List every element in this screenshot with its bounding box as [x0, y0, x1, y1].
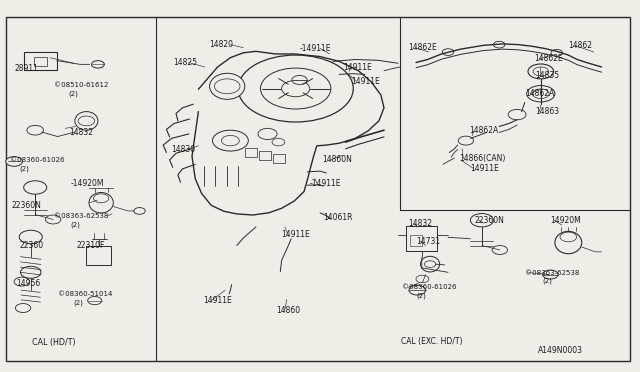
Text: 22360N: 22360N [12, 201, 42, 210]
Ellipse shape [420, 256, 440, 272]
Text: 14832: 14832 [69, 128, 93, 137]
Text: (2): (2) [417, 292, 426, 299]
Text: ©08363-62538: ©08363-62538 [525, 270, 579, 276]
Text: 14825: 14825 [173, 58, 197, 67]
Text: 14860: 14860 [276, 306, 301, 315]
Circle shape [442, 49, 454, 55]
Circle shape [15, 304, 31, 312]
Circle shape [532, 89, 549, 99]
Text: 14862: 14862 [568, 41, 593, 50]
Circle shape [292, 76, 307, 84]
Text: 14820: 14820 [209, 40, 234, 49]
Text: 14862A: 14862A [525, 89, 554, 98]
Circle shape [92, 61, 104, 68]
Circle shape [493, 41, 505, 48]
Circle shape [458, 136, 474, 145]
Circle shape [409, 285, 426, 295]
Text: (2): (2) [19, 165, 29, 172]
Circle shape [528, 64, 554, 79]
Text: (2): (2) [70, 221, 80, 228]
Circle shape [492, 246, 508, 254]
Text: 14862E: 14862E [408, 43, 437, 52]
Text: -14911E: -14911E [300, 44, 331, 53]
Text: 14911E: 14911E [282, 230, 310, 239]
Circle shape [214, 79, 240, 94]
Circle shape [93, 194, 109, 203]
Text: -14911E: -14911E [310, 179, 341, 187]
Bar [86, 246, 111, 265]
Text: A149N0003: A149N0003 [538, 346, 582, 355]
Circle shape [212, 130, 248, 151]
Text: 14731: 14731 [416, 237, 440, 246]
Text: 14911E: 14911E [343, 63, 372, 72]
Circle shape [543, 270, 558, 279]
Circle shape [27, 125, 44, 135]
Text: 14866(CAN): 14866(CAN) [460, 154, 506, 163]
Circle shape [258, 128, 277, 140]
Text: 14835: 14835 [535, 71, 559, 80]
Circle shape [424, 261, 436, 267]
Text: 14862E: 14862E [534, 54, 563, 63]
Ellipse shape [555, 231, 582, 254]
Text: 14862A: 14862A [469, 126, 499, 135]
Bar [406, 226, 437, 251]
Text: 14830: 14830 [172, 145, 196, 154]
Circle shape [221, 135, 239, 146]
Text: 14911E: 14911E [204, 296, 232, 305]
Ellipse shape [210, 73, 244, 99]
Text: (2): (2) [543, 278, 552, 285]
Circle shape [560, 232, 577, 242]
Bar [24, 52, 57, 70]
Text: CAL (HD/T): CAL (HD/T) [32, 339, 76, 347]
Circle shape [282, 80, 310, 97]
Circle shape [19, 230, 42, 244]
Circle shape [134, 208, 145, 214]
Bar [34, 57, 47, 66]
Circle shape [6, 157, 22, 166]
Text: -14920M: -14920M [70, 179, 104, 187]
Circle shape [20, 266, 41, 278]
Circle shape [470, 214, 493, 227]
Text: ©08360-61026: ©08360-61026 [402, 284, 456, 290]
Text: 14061R: 14061R [323, 213, 353, 222]
Text: ©08363-62538: ©08363-62538 [54, 213, 109, 219]
Circle shape [416, 275, 429, 283]
Circle shape [78, 116, 95, 126]
Text: 14911E: 14911E [351, 77, 380, 86]
Circle shape [260, 68, 331, 109]
Circle shape [533, 67, 548, 76]
Circle shape [508, 109, 526, 120]
Circle shape [14, 277, 29, 286]
Circle shape [551, 49, 563, 56]
Text: ©08510-61612: ©08510-61612 [54, 82, 109, 88]
Ellipse shape [89, 193, 113, 213]
Text: (2): (2) [74, 299, 83, 306]
Text: 14863: 14863 [535, 107, 559, 116]
Text: 14920M: 14920M [550, 216, 581, 225]
Text: CAL (EXC. HD/T): CAL (EXC. HD/T) [401, 337, 463, 346]
Circle shape [238, 55, 353, 122]
Text: 14832: 14832 [408, 219, 433, 228]
Text: 28911: 28911 [14, 64, 38, 73]
Bar [410, 235, 422, 246]
Text: ©08360-61026: ©08360-61026 [10, 157, 65, 163]
Circle shape [88, 296, 102, 305]
Circle shape [45, 215, 61, 224]
Bar [273, 154, 285, 163]
Text: 22360: 22360 [19, 241, 44, 250]
Bar [259, 151, 271, 160]
Text: 22310F: 22310F [77, 241, 105, 250]
Text: 14911E: 14911E [470, 164, 499, 173]
Text: 14860N: 14860N [323, 155, 353, 164]
Ellipse shape [75, 112, 98, 130]
Bar [245, 148, 257, 157]
Circle shape [24, 181, 47, 194]
Text: (2): (2) [68, 91, 78, 97]
Circle shape [527, 86, 555, 102]
Circle shape [272, 138, 285, 146]
Text: 22360N: 22360N [475, 216, 505, 225]
Text: ©08360-51014: ©08360-51014 [58, 291, 112, 297]
Text: 14956: 14956 [16, 279, 40, 288]
